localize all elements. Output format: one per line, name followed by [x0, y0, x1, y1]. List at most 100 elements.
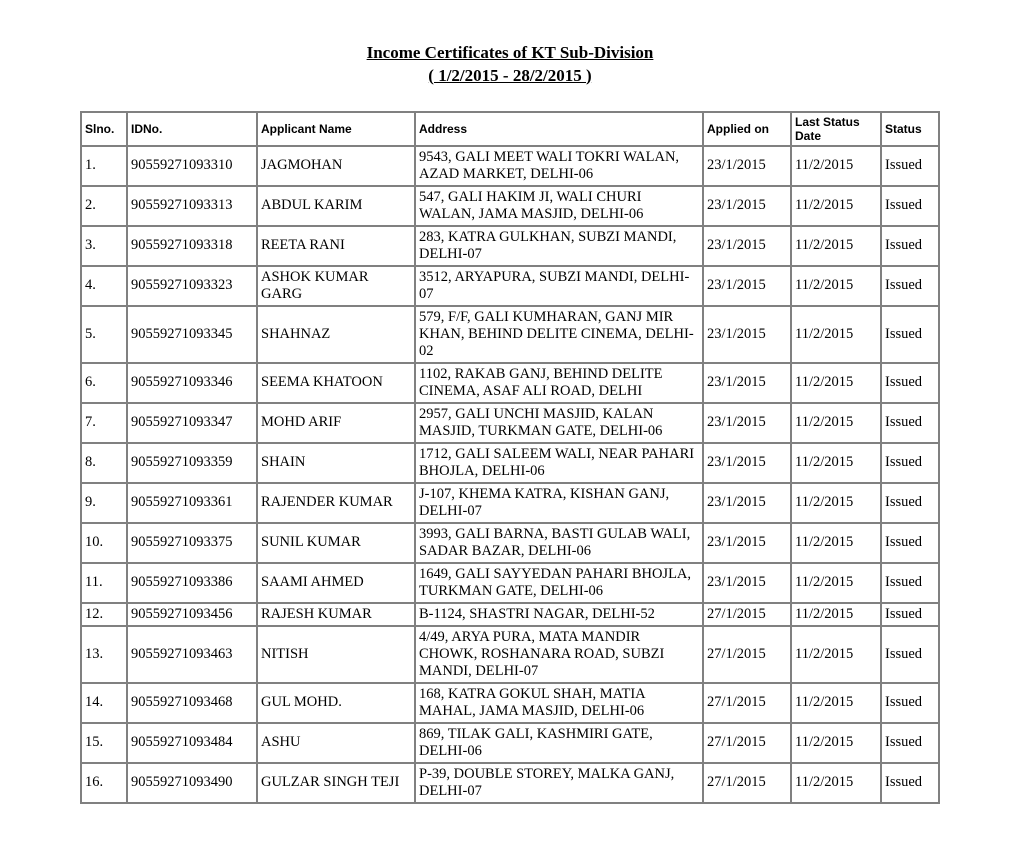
cell-applied: 27/1/2015: [703, 723, 791, 763]
cell-lastdate: 11/2/2015: [791, 523, 881, 563]
cell-applied: 23/1/2015: [703, 523, 791, 563]
cell-idno: 90559271093346: [127, 363, 257, 403]
cell-applied: 23/1/2015: [703, 563, 791, 603]
table-row: 12.90559271093456RAJESH KUMARB-1124, SHA…: [81, 603, 939, 626]
table-row: 6.90559271093346SEEMA KHATOON1102, RAKAB…: [81, 363, 939, 403]
col-header-lastdate: Last Status Date: [791, 112, 881, 146]
cell-name: GUL MOHD.: [257, 683, 415, 723]
cell-applied: 23/1/2015: [703, 483, 791, 523]
table-row: 7.90559271093347MOHD ARIF2957, GALI UNCH…: [81, 403, 939, 443]
cell-name: ABDUL KARIM: [257, 186, 415, 226]
cell-slno: 8.: [81, 443, 127, 483]
cell-name: SEEMA KHATOON: [257, 363, 415, 403]
cell-lastdate: 11/2/2015: [791, 683, 881, 723]
table-row: 8.90559271093359SHAIN1712, GALI SALEEM W…: [81, 443, 939, 483]
cell-slno: 4.: [81, 266, 127, 306]
cell-slno: 7.: [81, 403, 127, 443]
cell-name: ASHU: [257, 723, 415, 763]
cell-status: Issued: [881, 146, 939, 186]
col-header-applied: Applied on: [703, 112, 791, 146]
cell-lastdate: 11/2/2015: [791, 403, 881, 443]
cell-lastdate: 11/2/2015: [791, 483, 881, 523]
cell-applied: 27/1/2015: [703, 626, 791, 683]
certificates-table: Slno. IDNo. Applicant Name Address Appli…: [80, 111, 940, 804]
cell-idno: 90559271093484: [127, 723, 257, 763]
table-row: 11.90559271093386SAAMI AHMED1649, GALI S…: [81, 563, 939, 603]
cell-idno: 90559271093347: [127, 403, 257, 443]
cell-idno: 90559271093310: [127, 146, 257, 186]
cell-name: REETA RANI: [257, 226, 415, 266]
col-header-idno: IDNo.: [127, 112, 257, 146]
cell-addr: 869, TILAK GALI, KASHMIRI GATE, DELHI-06: [415, 723, 703, 763]
table-row: 13.90559271093463NITISH4/49, ARYA PURA, …: [81, 626, 939, 683]
table-row: 15.90559271093484ASHU869, TILAK GALI, KA…: [81, 723, 939, 763]
cell-applied: 23/1/2015: [703, 443, 791, 483]
cell-slno: 9.: [81, 483, 127, 523]
cell-idno: 90559271093463: [127, 626, 257, 683]
table-row: 1.90559271093310JAGMOHAN9543, GALI MEET …: [81, 146, 939, 186]
cell-applied: 27/1/2015: [703, 763, 791, 803]
cell-slno: 16.: [81, 763, 127, 803]
cell-name: JAGMOHAN: [257, 146, 415, 186]
cell-name: NITISH: [257, 626, 415, 683]
cell-slno: 5.: [81, 306, 127, 363]
cell-addr: 2957, GALI UNCHI MASJID, KALAN MASJID, T…: [415, 403, 703, 443]
cell-name: SUNIL KUMAR: [257, 523, 415, 563]
cell-slno: 2.: [81, 186, 127, 226]
cell-status: Issued: [881, 763, 939, 803]
cell-status: Issued: [881, 186, 939, 226]
cell-lastdate: 11/2/2015: [791, 306, 881, 363]
cell-addr: P-39, DOUBLE STOREY, MALKA GANJ, DELHI-0…: [415, 763, 703, 803]
cell-lastdate: 11/2/2015: [791, 146, 881, 186]
col-header-status: Status: [881, 112, 939, 146]
cell-addr: 579, F/F, GALI KUMHARAN, GANJ MIR KHAN, …: [415, 306, 703, 363]
cell-slno: 3.: [81, 226, 127, 266]
cell-lastdate: 11/2/2015: [791, 626, 881, 683]
cell-slno: 14.: [81, 683, 127, 723]
cell-applied: 23/1/2015: [703, 266, 791, 306]
cell-idno: 90559271093490: [127, 763, 257, 803]
cell-status: Issued: [881, 626, 939, 683]
cell-slno: 1.: [81, 146, 127, 186]
cell-applied: 23/1/2015: [703, 363, 791, 403]
table-row: 3.90559271093318REETA RANI283, KATRA GUL…: [81, 226, 939, 266]
cell-status: Issued: [881, 363, 939, 403]
cell-slno: 12.: [81, 603, 127, 626]
cell-status: Issued: [881, 403, 939, 443]
cell-status: Issued: [881, 683, 939, 723]
cell-slno: 11.: [81, 563, 127, 603]
cell-applied: 23/1/2015: [703, 306, 791, 363]
cell-addr: J-107, KHEMA KATRA, KISHAN GANJ, DELHI-0…: [415, 483, 703, 523]
cell-idno: 90559271093313: [127, 186, 257, 226]
cell-name: ASHOK KUMAR GARG: [257, 266, 415, 306]
cell-status: Issued: [881, 306, 939, 363]
cell-addr: 3993, GALI BARNA, BASTI GULAB WALI, SADA…: [415, 523, 703, 563]
cell-addr: 4/49, ARYA PURA, MATA MANDIR CHOWK, ROSH…: [415, 626, 703, 683]
cell-lastdate: 11/2/2015: [791, 266, 881, 306]
cell-applied: 27/1/2015: [703, 683, 791, 723]
table-row: 10.90559271093375SUNIL KUMAR3993, GALI B…: [81, 523, 939, 563]
cell-lastdate: 11/2/2015: [791, 603, 881, 626]
table-row: 2.90559271093313ABDUL KARIM547, GALI HAK…: [81, 186, 939, 226]
cell-slno: 13.: [81, 626, 127, 683]
cell-idno: 90559271093375: [127, 523, 257, 563]
cell-slno: 6.: [81, 363, 127, 403]
table-row: 9.90559271093361RAJENDER KUMARJ-107, KHE…: [81, 483, 939, 523]
cell-lastdate: 11/2/2015: [791, 723, 881, 763]
cell-name: RAJENDER KUMAR: [257, 483, 415, 523]
table-row: 16.90559271093490GULZAR SINGH TEJIP-39, …: [81, 763, 939, 803]
table-row: 5.90559271093345SHAHNAZ579, F/F, GALI KU…: [81, 306, 939, 363]
cell-applied: 23/1/2015: [703, 146, 791, 186]
document-subtitle: ( 1/2/2015 - 28/2/2015 ): [80, 66, 940, 86]
document-title: Income Certificates of KT Sub-Division: [80, 40, 940, 66]
cell-name: GULZAR SINGH TEJI: [257, 763, 415, 803]
cell-idno: 90559271093345: [127, 306, 257, 363]
table-row: 4.90559271093323ASHOK KUMAR GARG3512, AR…: [81, 266, 939, 306]
col-header-slno: Slno.: [81, 112, 127, 146]
cell-addr: B-1124, SHASTRI NAGAR, DELHI-52: [415, 603, 703, 626]
cell-applied: 23/1/2015: [703, 403, 791, 443]
cell-idno: 90559271093359: [127, 443, 257, 483]
cell-idno: 90559271093468: [127, 683, 257, 723]
cell-status: Issued: [881, 443, 939, 483]
table-row: 14.90559271093468GUL MOHD.168, KATRA GOK…: [81, 683, 939, 723]
